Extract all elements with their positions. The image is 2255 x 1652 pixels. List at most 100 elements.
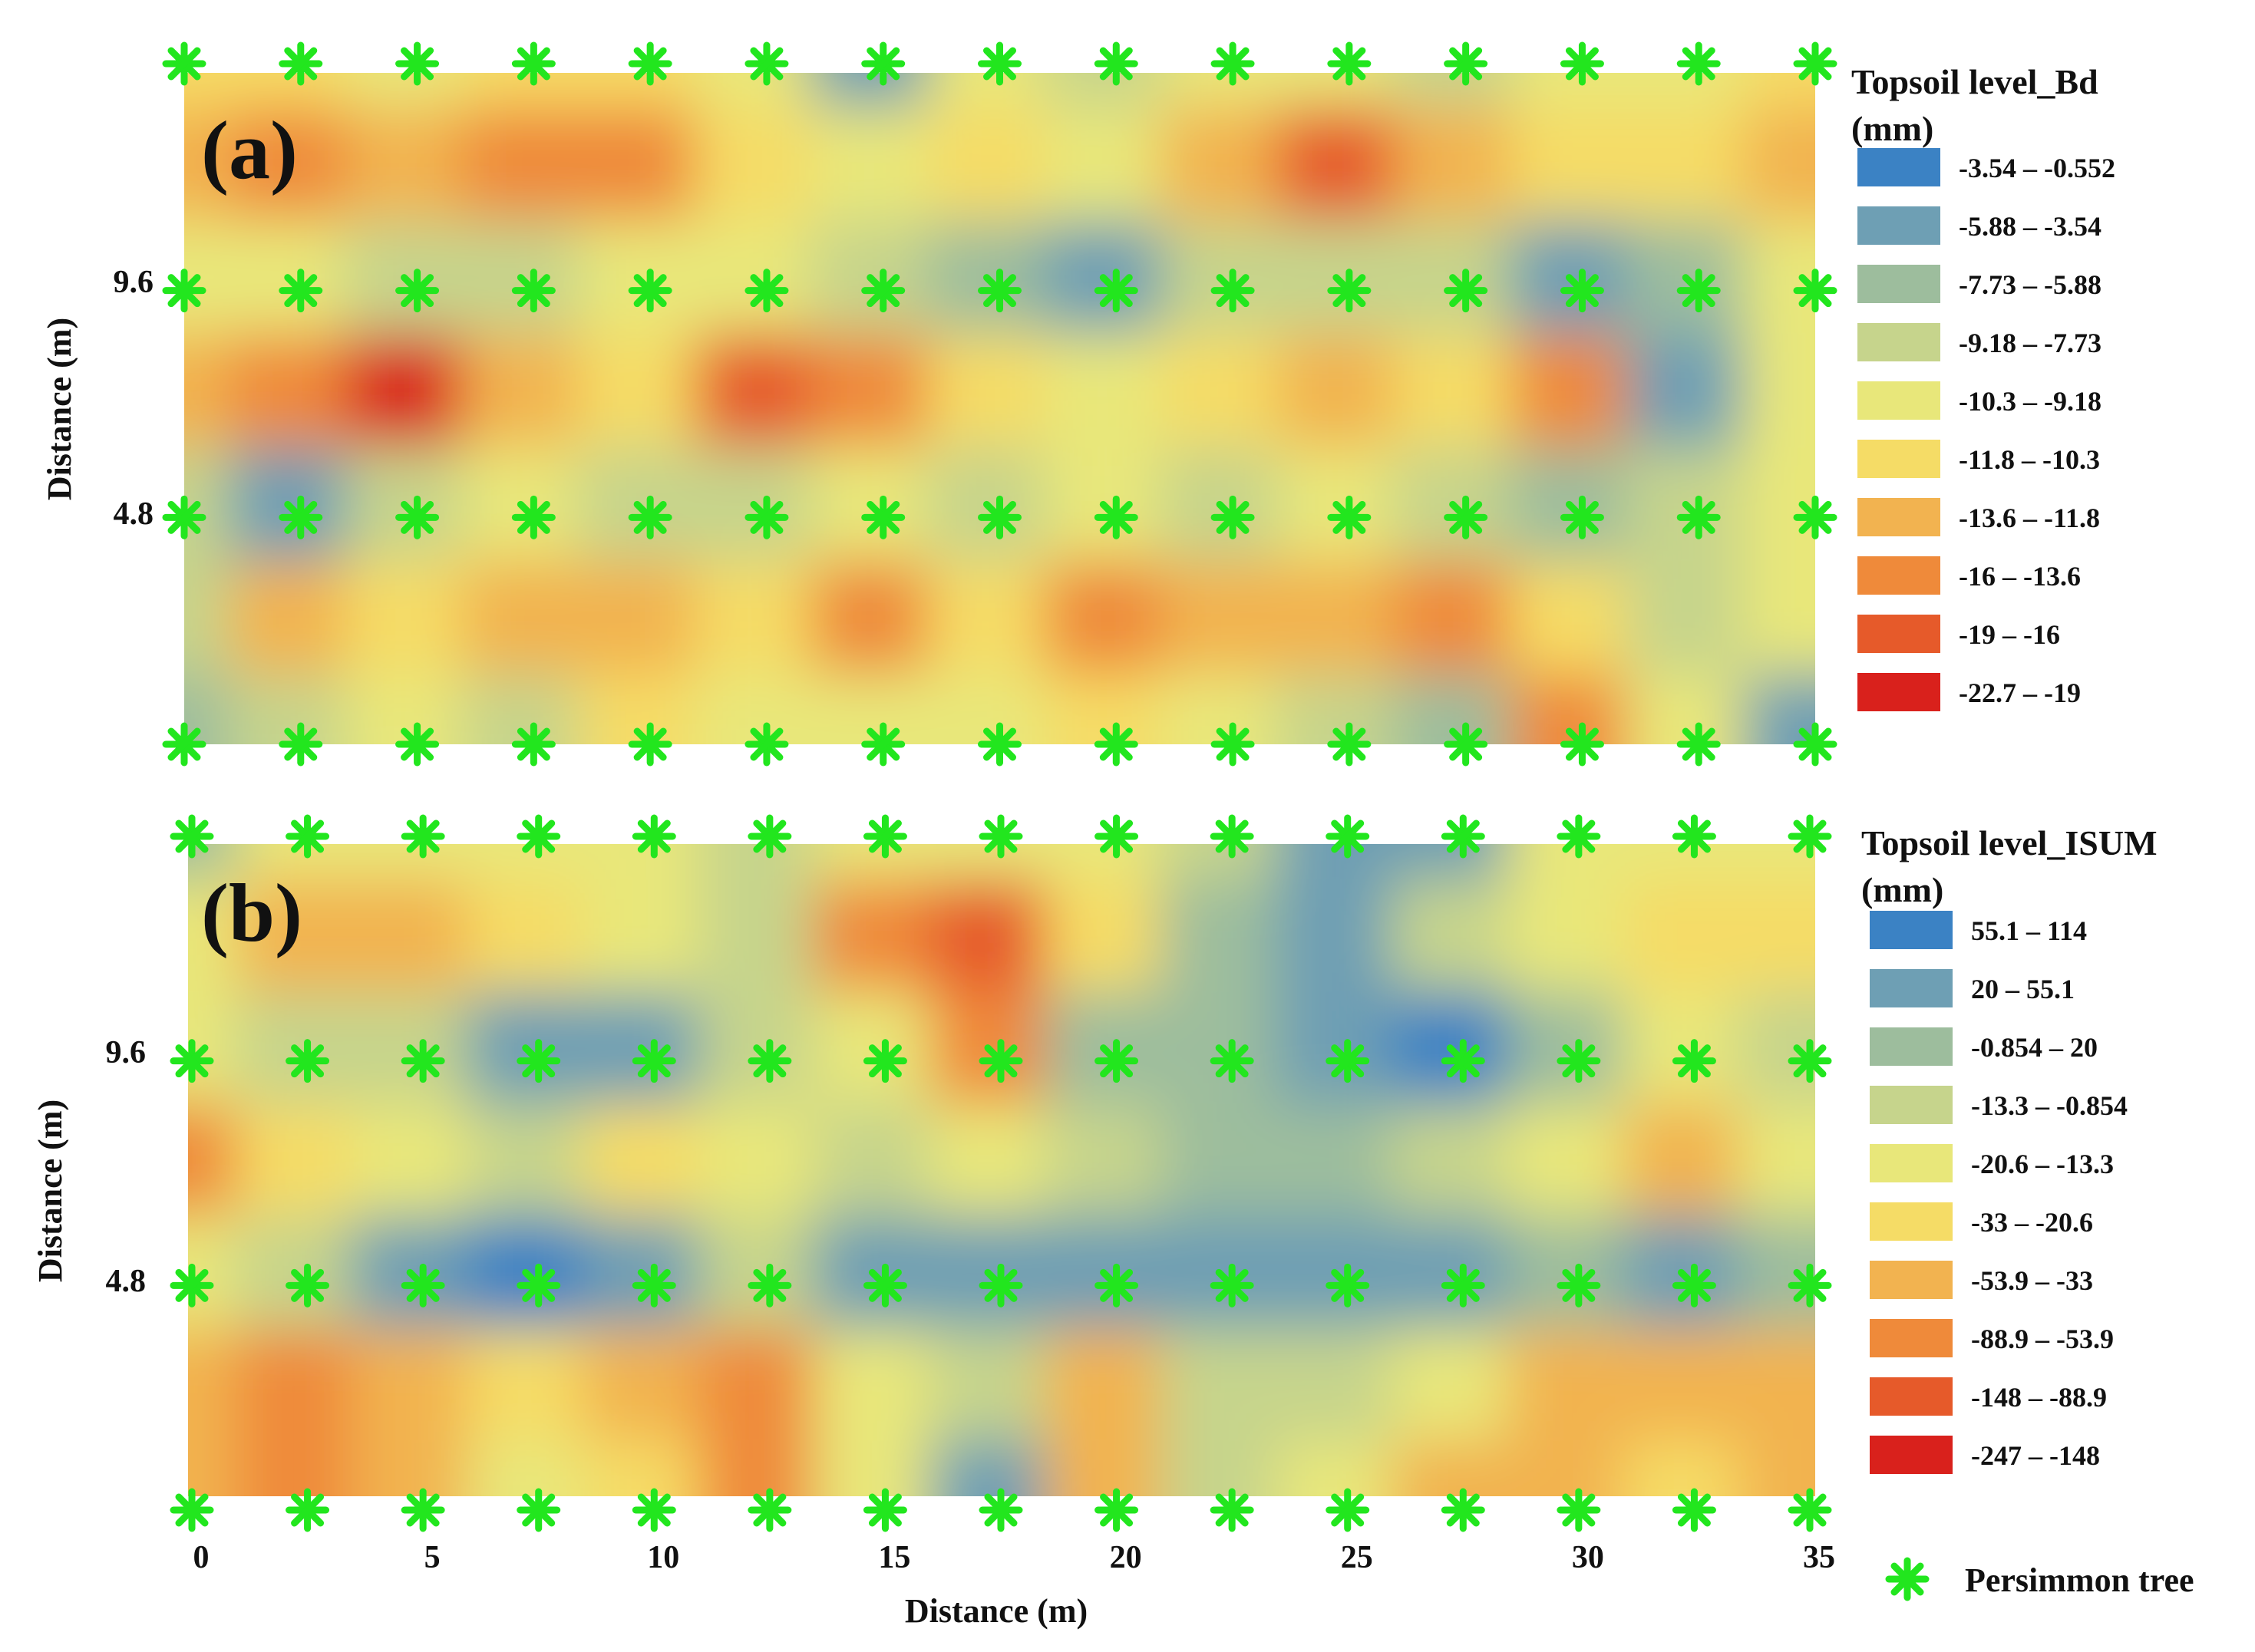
persimmon-tree-icon xyxy=(1448,499,1484,536)
persimmon-tree-icon xyxy=(748,726,785,763)
legend-swatch xyxy=(1870,1261,1953,1299)
legend-label: -13.3 – -0.854 xyxy=(1971,1090,2128,1121)
legend-a-title: Topsoil level_Bd xyxy=(1851,62,2098,101)
persimmon-tree-icon xyxy=(1791,1043,1828,1080)
persimmon-tree-icon xyxy=(282,499,319,536)
persimmon-tree-icon xyxy=(399,499,436,536)
legend-label: -16 – -13.6 xyxy=(1959,561,2081,592)
legend-label: -33 – -20.6 xyxy=(1971,1207,2093,1238)
persimmon-tree-icon xyxy=(1213,1492,1250,1528)
persimmon-tree-icon xyxy=(515,45,552,82)
persimmon-tree-icon xyxy=(1560,1492,1597,1528)
ytick-b-4-8: 4.8 xyxy=(106,1264,147,1299)
persimmon-tree-icon xyxy=(1444,1492,1481,1528)
legend-label: -88.9 – -53.9 xyxy=(1971,1324,2114,1354)
heatmap-a xyxy=(184,73,1815,744)
legend-label: -13.6 – -11.8 xyxy=(1959,503,2100,533)
legend-swatch xyxy=(1870,1436,1953,1474)
persimmon-tree-icon xyxy=(1098,1492,1135,1528)
persimmon-tree-icon xyxy=(1213,1043,1250,1080)
persimmon-tree-icon xyxy=(982,1267,1019,1304)
legend-swatch xyxy=(1870,1202,1953,1241)
x-axis-ticks: 0 5 10 15 20 25 30 35 xyxy=(193,1540,1836,1575)
persimmon-tree-icon xyxy=(1680,272,1717,309)
persimmon-tree-icon xyxy=(1797,499,1834,536)
persimmon-tree-icon xyxy=(632,499,669,536)
persimmon-tree-icon xyxy=(1676,1043,1712,1080)
persimmon-tree-icon xyxy=(1098,726,1134,763)
legend-swatch xyxy=(1857,148,1940,186)
persimmon-tree-icon xyxy=(520,1492,557,1528)
persimmon-tree-icon xyxy=(1444,818,1481,855)
persimmon-tree-icon xyxy=(1563,499,1600,536)
panel-label-a: (a) xyxy=(201,105,298,196)
persimmon-tree-icon xyxy=(982,1043,1019,1080)
legend-label: -3.54 – -0.552 xyxy=(1959,153,2115,183)
legend-swatch xyxy=(1857,381,1940,420)
persimmon-tree-icon xyxy=(865,499,902,536)
legend-swatch xyxy=(1870,1377,1953,1416)
legend-label: -53.9 – -33 xyxy=(1971,1265,2093,1296)
legend-swatch xyxy=(1857,556,1940,595)
persimmon-tree-icon xyxy=(982,1492,1019,1528)
persimmon-tree-icon xyxy=(748,272,785,309)
persimmon-tree-icon xyxy=(751,1492,788,1528)
legend-label: -247 – -148 xyxy=(1971,1440,2100,1471)
persimmon-tree-icon xyxy=(404,1492,441,1528)
persimmon-tree-icon xyxy=(865,272,902,309)
persimmon-tree-icon xyxy=(1448,726,1484,763)
persimmon-tree-icon xyxy=(1797,272,1834,309)
legend-label: -7.73 – -5.88 xyxy=(1959,269,2101,300)
ylabel-a: Distance (m) xyxy=(41,318,78,500)
x-tick-label: 5 xyxy=(424,1540,441,1575)
persimmon-tree-icon xyxy=(1563,726,1600,763)
persimmon-tree-icon xyxy=(1680,499,1717,536)
panel-b: (b) Distance (m) 9.6 4.8 Topsoil level_I… xyxy=(31,767,2158,1579)
persimmon-tree-icon xyxy=(751,818,788,855)
persimmon-tree-icon xyxy=(1331,726,1368,763)
persimmon-tree-icon xyxy=(982,726,1019,763)
persimmon-tree-icon xyxy=(1098,1267,1135,1304)
legend-swatch xyxy=(1870,911,1953,949)
ytick-a-9-6: 9.6 xyxy=(114,265,154,300)
persimmon-tree-icon xyxy=(1214,45,1251,82)
persimmon-tree-icon xyxy=(1329,1267,1366,1304)
persimmon-tree-icon xyxy=(1676,1267,1712,1304)
persimmon-tree-legend-icon xyxy=(1889,1561,1926,1598)
persimmon-tree-icon xyxy=(1331,272,1368,309)
legend-label: -0.854 – 20 xyxy=(1971,1032,2098,1063)
legend-swatch xyxy=(1857,498,1940,536)
persimmon-tree-icon xyxy=(166,272,203,309)
persimmon-tree-icon xyxy=(751,1267,788,1304)
legend-swatch xyxy=(1870,1144,1953,1182)
xlabel: Distance (m) xyxy=(905,1592,1088,1630)
persimmon-tree-icon xyxy=(515,499,552,536)
x-tick-label: 20 xyxy=(1110,1540,1142,1575)
persimmon-tree-icon xyxy=(289,1267,326,1304)
persimmon-tree-icon xyxy=(399,45,436,82)
persimmon-tree-icon xyxy=(173,1267,210,1304)
persimmon-tree-icon xyxy=(282,45,319,82)
persimmon-tree-icon xyxy=(1889,1561,1926,1598)
ytick-b-9-6: 9.6 xyxy=(106,1035,147,1070)
persimmon-tree-icon xyxy=(1098,272,1134,309)
persimmon-tree-icon xyxy=(166,499,203,536)
persimmon-tree-icon xyxy=(520,1267,557,1304)
persimmon-tree-icon xyxy=(748,499,785,536)
legend-swatch xyxy=(1857,265,1940,303)
persimmon-tree-icon xyxy=(982,818,1019,855)
legend-b-title: Topsoil level_ISUM xyxy=(1861,823,2158,862)
persimmon-tree-icon xyxy=(520,818,557,855)
persimmon-tree-icon xyxy=(1560,1043,1597,1080)
persimmon-tree-icon xyxy=(1560,1267,1597,1304)
legend-label: -10.3 – -9.18 xyxy=(1959,386,2101,417)
legend-swatch xyxy=(1870,1319,1953,1357)
persimmon-tree-icon xyxy=(751,1043,788,1080)
persimmon-tree-icon xyxy=(1448,272,1484,309)
legend-swatch xyxy=(1870,1027,1953,1066)
x-tick-label: 15 xyxy=(878,1540,910,1575)
persimmon-tree-icon xyxy=(632,726,669,763)
persimmon-tree-icon xyxy=(404,818,441,855)
persimmon-tree-icon xyxy=(289,1043,326,1080)
legend-label: -19 – -16 xyxy=(1959,619,2060,650)
